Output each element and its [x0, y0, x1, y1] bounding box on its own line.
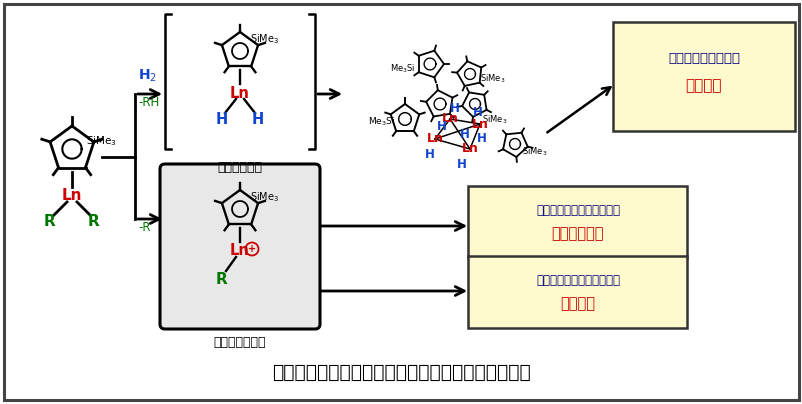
Text: カチオン性錯体: カチオン性錯体: [213, 336, 266, 349]
Text: 協奏機能: 協奏機能: [685, 78, 721, 93]
FancyBboxPatch shape: [468, 256, 687, 328]
Text: H: H: [424, 147, 435, 160]
Text: SiMe$_3$: SiMe$_3$: [249, 190, 279, 204]
FancyBboxPatch shape: [160, 164, 320, 329]
Text: Ln: Ln: [230, 86, 249, 101]
Text: 複数の金属ヒドリド: 複数の金属ヒドリド: [667, 53, 739, 65]
Text: SiMe$_3$: SiMe$_3$: [521, 146, 547, 158]
Text: Ln: Ln: [62, 189, 82, 204]
Text: -RH: -RH: [138, 96, 159, 109]
Text: H$_2$: H$_2$: [138, 68, 156, 84]
Text: R: R: [44, 215, 56, 229]
Text: Ln: Ln: [461, 143, 478, 156]
Text: SiMe$_3$: SiMe$_3$: [249, 32, 279, 46]
Text: H: H: [449, 103, 460, 116]
Text: H: H: [472, 105, 482, 118]
Text: H: H: [252, 112, 264, 126]
Text: SiMe$_3$: SiMe$_3$: [480, 73, 504, 85]
Text: H: H: [456, 158, 466, 170]
Text: H: H: [476, 133, 486, 145]
Text: Me$_3$Si: Me$_3$Si: [389, 63, 415, 75]
Text: SiMe$_3$: SiMe$_3$: [481, 114, 507, 126]
Text: SiMe$_3$: SiMe$_3$: [86, 134, 117, 148]
Text: 特異な選択性・活性を示す: 特異な選択性・活性を示す: [535, 204, 619, 217]
Text: R: R: [216, 271, 228, 286]
Text: R: R: [88, 215, 99, 229]
Text: Ln: Ln: [230, 244, 249, 259]
Text: ハーフサンドイッチ型希土類錯体に基づく触媒創成: ハーフサンドイッチ型希土類錯体に基づく触媒創成: [271, 362, 529, 381]
Text: 有機合成触媒: 有機合成触媒: [551, 227, 603, 242]
Text: +: +: [248, 244, 256, 254]
Text: 重合触媒: 重合触媒: [560, 297, 595, 311]
Text: Ln: Ln: [441, 112, 458, 126]
Text: ヒドリド錯体: ヒドリド錯体: [217, 161, 262, 174]
Text: H: H: [460, 128, 469, 141]
Text: Ln: Ln: [426, 133, 443, 145]
FancyBboxPatch shape: [612, 22, 794, 131]
Text: -R: -R: [138, 221, 150, 234]
Text: H: H: [216, 112, 228, 126]
Text: H: H: [436, 120, 447, 133]
Text: 特異な選択性・活性を示す: 特異な選択性・活性を示す: [535, 274, 619, 288]
Text: Ln: Ln: [471, 118, 488, 130]
Text: Me$_3$Si: Me$_3$Si: [367, 116, 395, 128]
FancyBboxPatch shape: [468, 186, 687, 258]
